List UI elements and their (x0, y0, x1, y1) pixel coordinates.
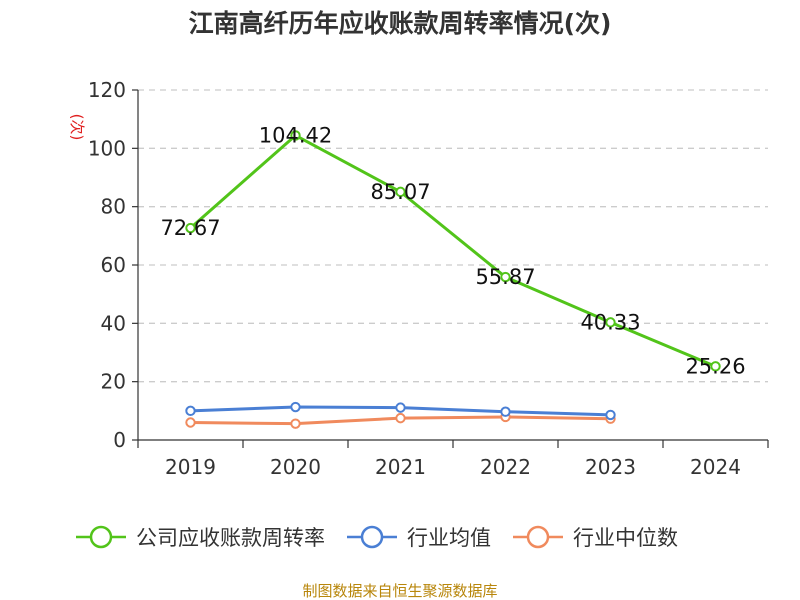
x-tick-label-2019: 2019 (165, 455, 216, 479)
y-axis-unit: (次) (68, 114, 86, 141)
legend-item-1[interactable]: 行业均值 (347, 525, 491, 550)
data-label-2021: 85.07 (370, 180, 430, 204)
data-label-2020: 104.42 (259, 123, 332, 147)
data-label-2023: 40.33 (580, 310, 640, 334)
series-2-point-2020 (290, 418, 301, 429)
series-1-point-2020 (290, 401, 301, 413)
data-label-2022: 55.87 (475, 265, 535, 289)
series-0-point-2020 (290, 130, 301, 141)
grid (138, 89, 768, 383)
series-0-point-2021 (395, 186, 406, 198)
legend-label: 行业均值 (407, 526, 491, 550)
x-tick-label-2022: 2022 (480, 455, 531, 479)
series (185, 130, 721, 429)
y-tick-label: 60 (101, 253, 126, 277)
x-tick-label-2021: 2021 (375, 455, 426, 479)
y-tick-label: 40 (101, 311, 126, 335)
y-tick-label: 120 (88, 78, 126, 102)
series-line-0 (189, 133, 717, 368)
data-labels: 72.67 104.42 85.07 55.87 40.33 25.26 (160, 123, 745, 378)
legend-label: 公司应收账款周转率 (136, 526, 325, 550)
series-1-point-2022 (500, 406, 511, 417)
series-1-point-2023 (605, 409, 616, 421)
y-tick-label: 100 (88, 136, 126, 160)
y-tick-label: 20 (101, 370, 126, 394)
series-0-point-2023 (605, 317, 616, 328)
legend-marker (89, 525, 113, 549)
series-0-point-2022 (500, 271, 511, 283)
series-1-point-2021 (395, 402, 406, 413)
legend-marker (526, 525, 550, 549)
legend: 公司应收账款周转率 行业均值 行业中位数 (76, 525, 678, 550)
legend-item-0[interactable]: 公司应收账款周转率 (76, 525, 325, 550)
x-tick-label-2020: 2020 (270, 455, 321, 479)
y-tick-label: 0 (113, 428, 126, 452)
source-note: 制图数据来自恒生聚源数据库 (302, 582, 497, 600)
y-tick-label: 80 (101, 195, 126, 219)
series-0-point-2024 (710, 361, 721, 372)
data-label-2019: 72.67 (160, 216, 220, 240)
x-tick-label-2024: 2024 (690, 455, 741, 479)
series-2-point-2019 (185, 417, 196, 428)
series-1-point-2019 (185, 405, 196, 417)
data-label-2024: 25.26 (685, 354, 745, 378)
series-2-point-2021 (395, 412, 406, 424)
x-tick-label-2023: 2023 (585, 455, 636, 479)
legend-marker (360, 525, 384, 549)
chart-title: 江南高纤历年应收账款周转率情况(次) (189, 9, 612, 38)
legend-item-2[interactable]: 行业中位数 (513, 525, 678, 550)
series-0-point-2019 (185, 222, 196, 234)
axes: 0 20 40 60 80 100 120 2019 2020 2021 2022 2023 2024 (88, 78, 769, 479)
legend-label: 行业中位数 (573, 526, 678, 550)
